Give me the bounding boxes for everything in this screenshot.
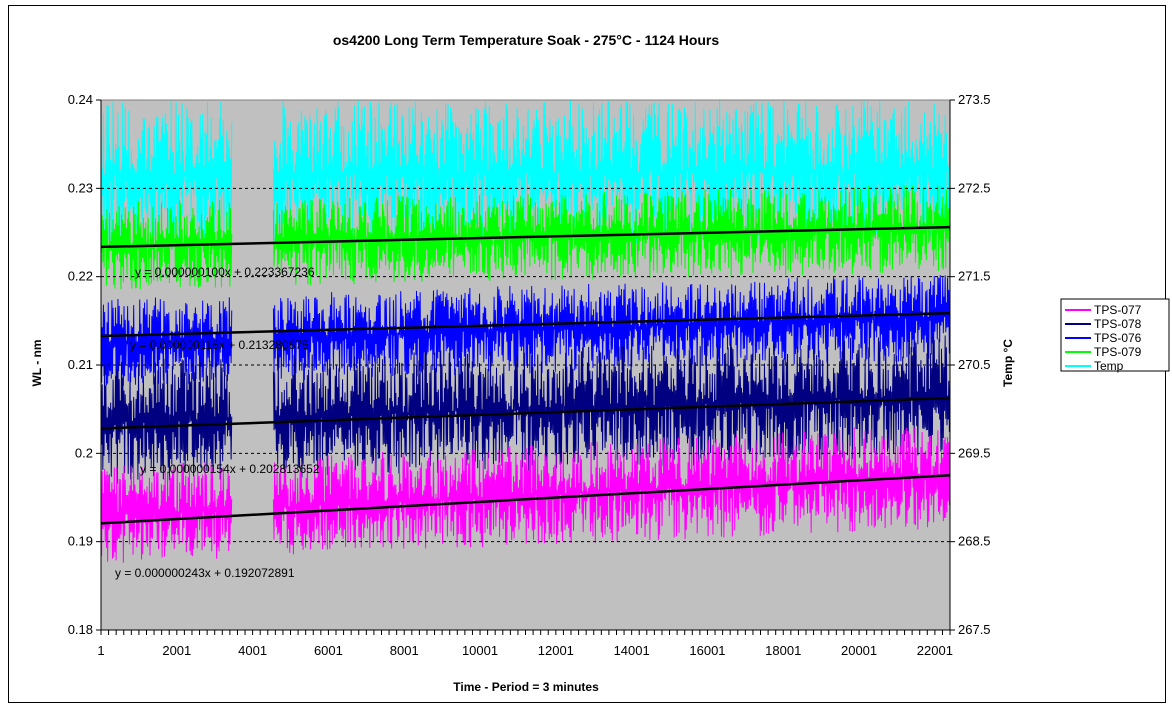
x-tick-label-12001: 12001: [538, 643, 574, 658]
series-line-tps-077-segment-2: [272, 427, 950, 555]
trendline-label-3: y = 0.000000154x + 0.202813652: [140, 462, 320, 476]
x-tick-label-16001: 16001: [689, 643, 725, 658]
x-tick-label-20001: 20001: [841, 643, 877, 658]
y-tick-label-0.24: 0.24: [68, 92, 93, 107]
trendline-label-4: y = 0.000000243x + 0.192072891: [115, 566, 295, 580]
x-tick-label-10001: 10001: [462, 643, 498, 658]
trendline-1: [100, 225, 951, 249]
legend-label-tps-078: TPS-078: [1094, 317, 1142, 331]
y-tick-label-0.2: 0.2: [75, 445, 93, 460]
x-tick-label-8001: 8001: [390, 643, 419, 658]
x-tick-label-4001: 4001: [238, 643, 267, 658]
legend-label-tps-076: TPS-076: [1094, 331, 1142, 345]
trendline-label-2: y = 0.000000116x + 0.213280675: [130, 338, 309, 352]
y2-tick-label-269.5: 269.5: [958, 445, 991, 460]
series-line-tps-076-segment-2: [272, 275, 950, 381]
chart-title: os4200 Long Term Temperature Soak - 275°…: [333, 32, 720, 48]
y-tick-label-0.19: 0.19: [68, 534, 93, 549]
series-line-tps-078-segment-2: [272, 335, 950, 478]
y2-tick-label-267.5: 267.5: [958, 622, 991, 637]
y2-tick-label-268.5: 268.5: [958, 534, 991, 549]
trendline-3: [100, 396, 951, 430]
series-line-tps-076-segment-1: [101, 297, 233, 386]
y-axis-label: WL - nm: [30, 339, 44, 386]
series-group: [101, 100, 950, 563]
x-tick-label-2001: 2001: [162, 643, 191, 658]
x-tick-label-22001: 22001: [917, 643, 953, 658]
legend-label-tps-079: TPS-079: [1094, 345, 1142, 359]
y2-axis-label: Temp °C: [1001, 339, 1015, 387]
series-line-tps-079-segment-2: [272, 185, 950, 286]
y2-tick-label-272.5: 272.5: [958, 180, 991, 195]
legend-label-tps-077: TPS-077: [1094, 303, 1142, 317]
trendline-2: [100, 311, 951, 338]
y-tick-label-0.22: 0.22: [68, 269, 93, 284]
series-line-temp-segment-1: [101, 100, 233, 249]
trendline-label-1: y = 0.000000100x + 0.223367236: [135, 265, 315, 279]
x-axis-label: Time - Period = 3 minutes: [453, 680, 599, 694]
y2-tick-label-273.5: 273.5: [958, 92, 991, 107]
series-line-temp-segment-2: [272, 100, 950, 248]
x-tick-label-14001: 14001: [614, 643, 650, 658]
series-line-tps-077-segment-1: [101, 461, 233, 563]
y2-tick-label-271.5: 271.5: [958, 269, 991, 284]
y-tick-label-0.23: 0.23: [68, 180, 93, 195]
x-tick-label-18001: 18001: [765, 643, 801, 658]
x-tick-label-1: 1: [97, 643, 104, 658]
series-line-tps-079-segment-1: [101, 199, 233, 290]
x-tick-label-6001: 6001: [314, 643, 343, 658]
y2-tick-label-270.5: 270.5: [958, 357, 991, 372]
series-line-tps-078-segment-1: [101, 358, 233, 484]
y-tick-label-0.18: 0.18: [68, 622, 93, 637]
y-tick-label-0.21: 0.21: [68, 357, 93, 372]
trendline-4: [100, 474, 951, 525]
legend-label-temp: Temp: [1094, 359, 1124, 373]
